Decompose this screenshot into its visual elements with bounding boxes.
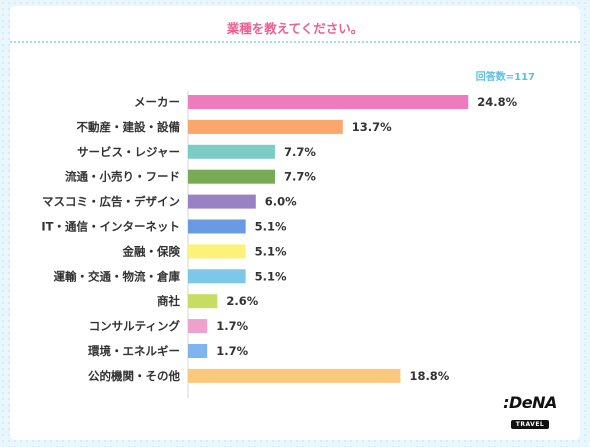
category-label: 環境・エネルギー bbox=[88, 344, 180, 358]
category-label: 運輸・交通・物流・倉庫 bbox=[54, 269, 181, 283]
brand-name: :DeNA bbox=[503, 393, 557, 412]
value-label: 5.1% bbox=[255, 269, 287, 283]
value-label: 7.7% bbox=[284, 145, 316, 159]
title-divider bbox=[10, 41, 580, 43]
bar bbox=[188, 368, 401, 383]
category-label: 流通・小売り・フード bbox=[65, 170, 180, 184]
category-label: メーカー bbox=[134, 95, 180, 109]
category-label: 商社 bbox=[157, 294, 180, 308]
bars: メーカー 24.8% 不動産・建設・設備 13.7% サービス・レジャー 7.7% 流通・小… bbox=[41, 95, 518, 383]
value-label: 6.0% bbox=[265, 195, 297, 209]
brand-sub: TRAVEL bbox=[510, 420, 550, 429]
value-label: 13.7% bbox=[352, 120, 392, 134]
value-label: 2.6% bbox=[226, 294, 258, 308]
chart-title: 業種を教えてください。 bbox=[226, 21, 364, 36]
value-label: 7.7% bbox=[284, 170, 316, 184]
bar bbox=[188, 95, 469, 109]
bar-chart: メーカー 24.8% 不動産・建設・設備 13.7% サービス・レジャー 7.7% 流通・小… bbox=[41, 91, 518, 398]
bar bbox=[188, 244, 246, 259]
bar bbox=[188, 169, 276, 184]
bar bbox=[188, 219, 246, 234]
category-label: コンサルティング bbox=[89, 319, 181, 333]
category-label: 不動産・建設・設備 bbox=[77, 120, 181, 134]
bar bbox=[188, 144, 276, 159]
value-label: 5.1% bbox=[255, 244, 287, 258]
category-label: 公的機関・その他 bbox=[88, 369, 180, 383]
bar bbox=[188, 119, 343, 134]
bar bbox=[188, 269, 246, 284]
bar bbox=[188, 294, 218, 309]
value-label: 24.8% bbox=[477, 95, 517, 109]
value-label: 1.7% bbox=[216, 319, 248, 333]
bar bbox=[188, 319, 208, 334]
value-label: 18.8% bbox=[409, 369, 449, 383]
bar bbox=[188, 194, 256, 209]
value-label: 1.7% bbox=[216, 344, 248, 358]
category-label: サービス・レジャー bbox=[77, 145, 180, 159]
category-label: マスコミ・広告・デザイン bbox=[42, 195, 180, 209]
dena-travel-logo: :DeNA TRAVEL bbox=[500, 394, 560, 430]
category-label: 金融・保険 bbox=[122, 244, 181, 258]
category-label: IT・通信・インターネット bbox=[41, 220, 180, 234]
sample-size-note: 回答数=117 bbox=[475, 72, 535, 83]
value-label: 5.1% bbox=[255, 220, 287, 234]
bar bbox=[188, 344, 208, 358]
chart-panel: 業種を教えてください。 回答数=117 メーカー 24.8% 不動産・建設・設備 13… bbox=[10, 6, 580, 440]
